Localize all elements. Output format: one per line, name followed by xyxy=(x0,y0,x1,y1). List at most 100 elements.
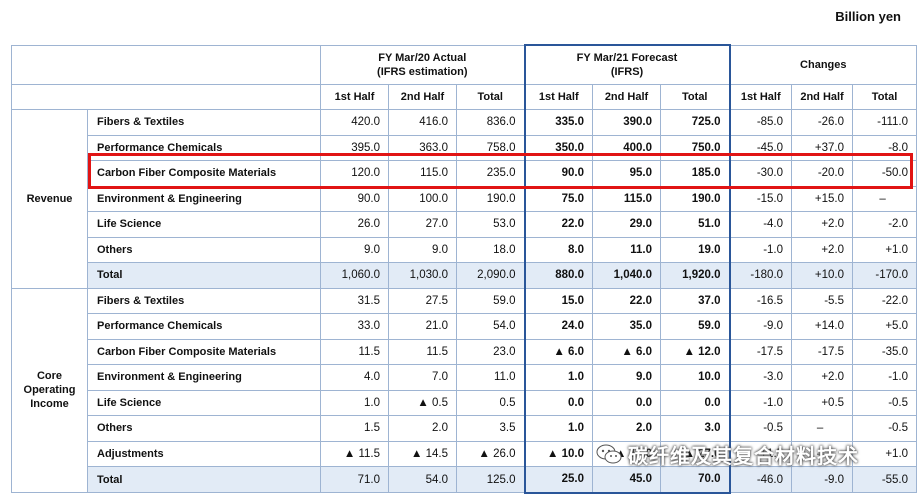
cell-value: +5.0 xyxy=(852,313,918,340)
header-actual-line2: (IFRS estimation) xyxy=(377,65,468,78)
cell-value: 120.0 xyxy=(320,160,389,187)
cell-value: 8.0 xyxy=(523,236,594,263)
cell-value: 35.0 xyxy=(592,313,662,340)
table-row: Core Operating Income Fibers & Textiles 31.5… xyxy=(11,287,918,493)
cell-value: 71.0 xyxy=(320,466,389,493)
cell-value: -0.5 xyxy=(852,389,918,416)
group-label-line: Income xyxy=(30,398,69,411)
table-row: Life Science 1.0 ▲ 0.5 0.5 0.0 0.0 0.0 -1.0 +0.5… xyxy=(12,389,918,416)
cell-value: -20.0 xyxy=(791,160,854,187)
row-label: Adjustments xyxy=(87,440,321,467)
cell-value: +2.0 xyxy=(791,236,854,263)
cell-value: 24.0 xyxy=(523,313,594,340)
cell-value: -17.5 xyxy=(729,338,793,365)
cell-value: -180.0 xyxy=(729,262,793,289)
cell-value: -26.0 xyxy=(791,109,854,136)
cell-value: +1.0 xyxy=(852,236,918,263)
row-label: Carbon Fiber Composite Materials xyxy=(87,338,321,365)
cell-value: 90.0 xyxy=(523,160,594,187)
cell-value: 4.0 xyxy=(320,364,389,391)
row-label: Total xyxy=(87,466,321,493)
corner-cell xyxy=(11,44,321,85)
cell-value: 400.0 xyxy=(592,134,662,161)
cell-value: 33.0 xyxy=(320,313,389,340)
row-label: Performance Chemicals xyxy=(87,134,321,161)
cell-value: ▲ 27.0 xyxy=(660,440,731,467)
financial-table: FY Mar/20 Actual (IFRS estimation) FY Ma… xyxy=(11,44,918,494)
cell-value: 95.0 xyxy=(592,160,662,187)
cell-value: -45.0 xyxy=(729,134,793,161)
table-row: Carbon Fiber Composite Materials 120.0 115… xyxy=(12,160,918,187)
cell-value: 725.0 xyxy=(660,109,731,136)
cell-value: -4.0 xyxy=(729,211,793,238)
cell-value: +2.0 xyxy=(791,211,854,238)
cell-value: 190.0 xyxy=(660,185,731,212)
cell-value: -1.0 xyxy=(729,236,793,263)
cell-value: -170.0 xyxy=(852,262,918,289)
cell-value: 54.0 xyxy=(388,466,457,493)
cell-value: 420.0 xyxy=(320,109,389,136)
cell-value: 21.0 xyxy=(388,313,457,340)
cell-value: 2.0 xyxy=(592,415,662,442)
table-row: Life Science 26.0 27.0 53.0 22.0 29.0 51.0 -4.0… xyxy=(12,211,918,238)
cell-value: ▲ 12.0 xyxy=(660,338,731,365)
cell-value: 59.0 xyxy=(660,313,731,340)
cell-value: 26.0 xyxy=(320,211,389,238)
cell-value: 27.5 xyxy=(388,287,457,314)
cell-value: 18.0 xyxy=(455,236,526,263)
cell-value: 90.0 xyxy=(320,185,389,212)
cell-value: 416.0 xyxy=(388,109,457,136)
table-row: Others 9.0 9.0 18.0 8.0 11.0 19.0 -1.0 +2.0 +1.0 xyxy=(12,236,918,263)
subheader-6: 1st Half xyxy=(729,84,793,110)
table-row: Others 1.5 2.0 3.5 1.0 2.0 3.0 -0.5– -0.5 xyxy=(12,415,918,442)
cell-value: -1.0 xyxy=(729,389,793,416)
cell-value: 363.0 xyxy=(388,134,457,161)
cell-value: -5.5 xyxy=(791,287,854,314)
cell-value: 1.5 xyxy=(320,415,389,442)
corner-cell-sub xyxy=(11,84,321,110)
header-actual: FY Mar/20 Actual (IFRS estimation) xyxy=(319,44,526,85)
cell-value: 1,060.0 xyxy=(320,262,389,289)
table-row: Environment & Engineering 4.0 7.0 11.0 1.0 9.… xyxy=(12,364,918,391)
cell-value: -9.0 xyxy=(729,313,793,340)
cell-value: 100.0 xyxy=(388,185,457,212)
row-label: Fibers & Textiles xyxy=(87,109,321,136)
cell-value: 29.0 xyxy=(592,211,662,238)
cell-value: 395.0 xyxy=(320,134,389,161)
group-label-line: Operating xyxy=(23,384,76,397)
cell-value: 0.0 xyxy=(592,389,662,416)
subheader-0: 1st Half xyxy=(320,84,389,110)
cell-value: 22.0 xyxy=(592,287,662,314)
table-row: Carbon Fiber Composite Materials 11.5 11.5… xyxy=(12,338,918,365)
cell-value: 11.0 xyxy=(455,364,526,391)
cell-value: 115.0 xyxy=(592,185,662,212)
cell-value: 350.0 xyxy=(523,134,594,161)
cell-value: -1.0 xyxy=(852,364,918,391)
cell-value: 390.0 xyxy=(592,109,662,136)
watermark-text: 碳纤维及其复合材料技术 xyxy=(628,445,859,468)
subheader-4: 2nd Half xyxy=(592,84,662,110)
header-forecast-line1: FY Mar/21 Forecast xyxy=(576,52,678,64)
header-forecast: FY Mar/21 Forecast (IFRS) xyxy=(523,44,731,85)
cell-value: 15.0 xyxy=(523,287,594,314)
cell-value: 750.0 xyxy=(660,134,731,161)
cell-value: +0.5 xyxy=(791,389,854,416)
cell-value: 37.0 xyxy=(660,287,731,314)
subheader-5: Total xyxy=(660,84,731,110)
row-label: Performance Chemicals xyxy=(87,313,321,340)
cell-value: ▲ 6.0 xyxy=(592,338,662,365)
row-label: Carbon Fiber Composite Materials xyxy=(87,160,321,187)
subheader-1: 2nd Half xyxy=(388,84,457,110)
row-label: Others xyxy=(87,236,321,263)
cell-value: -0.5 xyxy=(852,415,918,442)
table-row: Environment & Engineering 90.0 100.0 190.0 7… xyxy=(12,185,918,212)
cell-value: 11.0 xyxy=(592,236,662,263)
cell-value: 70.0 xyxy=(660,466,731,494)
cell-value: 31.5 xyxy=(320,287,389,314)
cell-value: 9.0 xyxy=(388,236,457,263)
cell-value: +15.0 xyxy=(791,185,854,212)
table-row: Total 1,060.0 1,030.0 2,090.0 880.0 1,040.0 1,… xyxy=(12,262,918,289)
subheader-3: 1st Half xyxy=(523,84,594,110)
group-label-line: Core xyxy=(36,370,63,383)
cell-value: -2.0 xyxy=(852,211,918,238)
